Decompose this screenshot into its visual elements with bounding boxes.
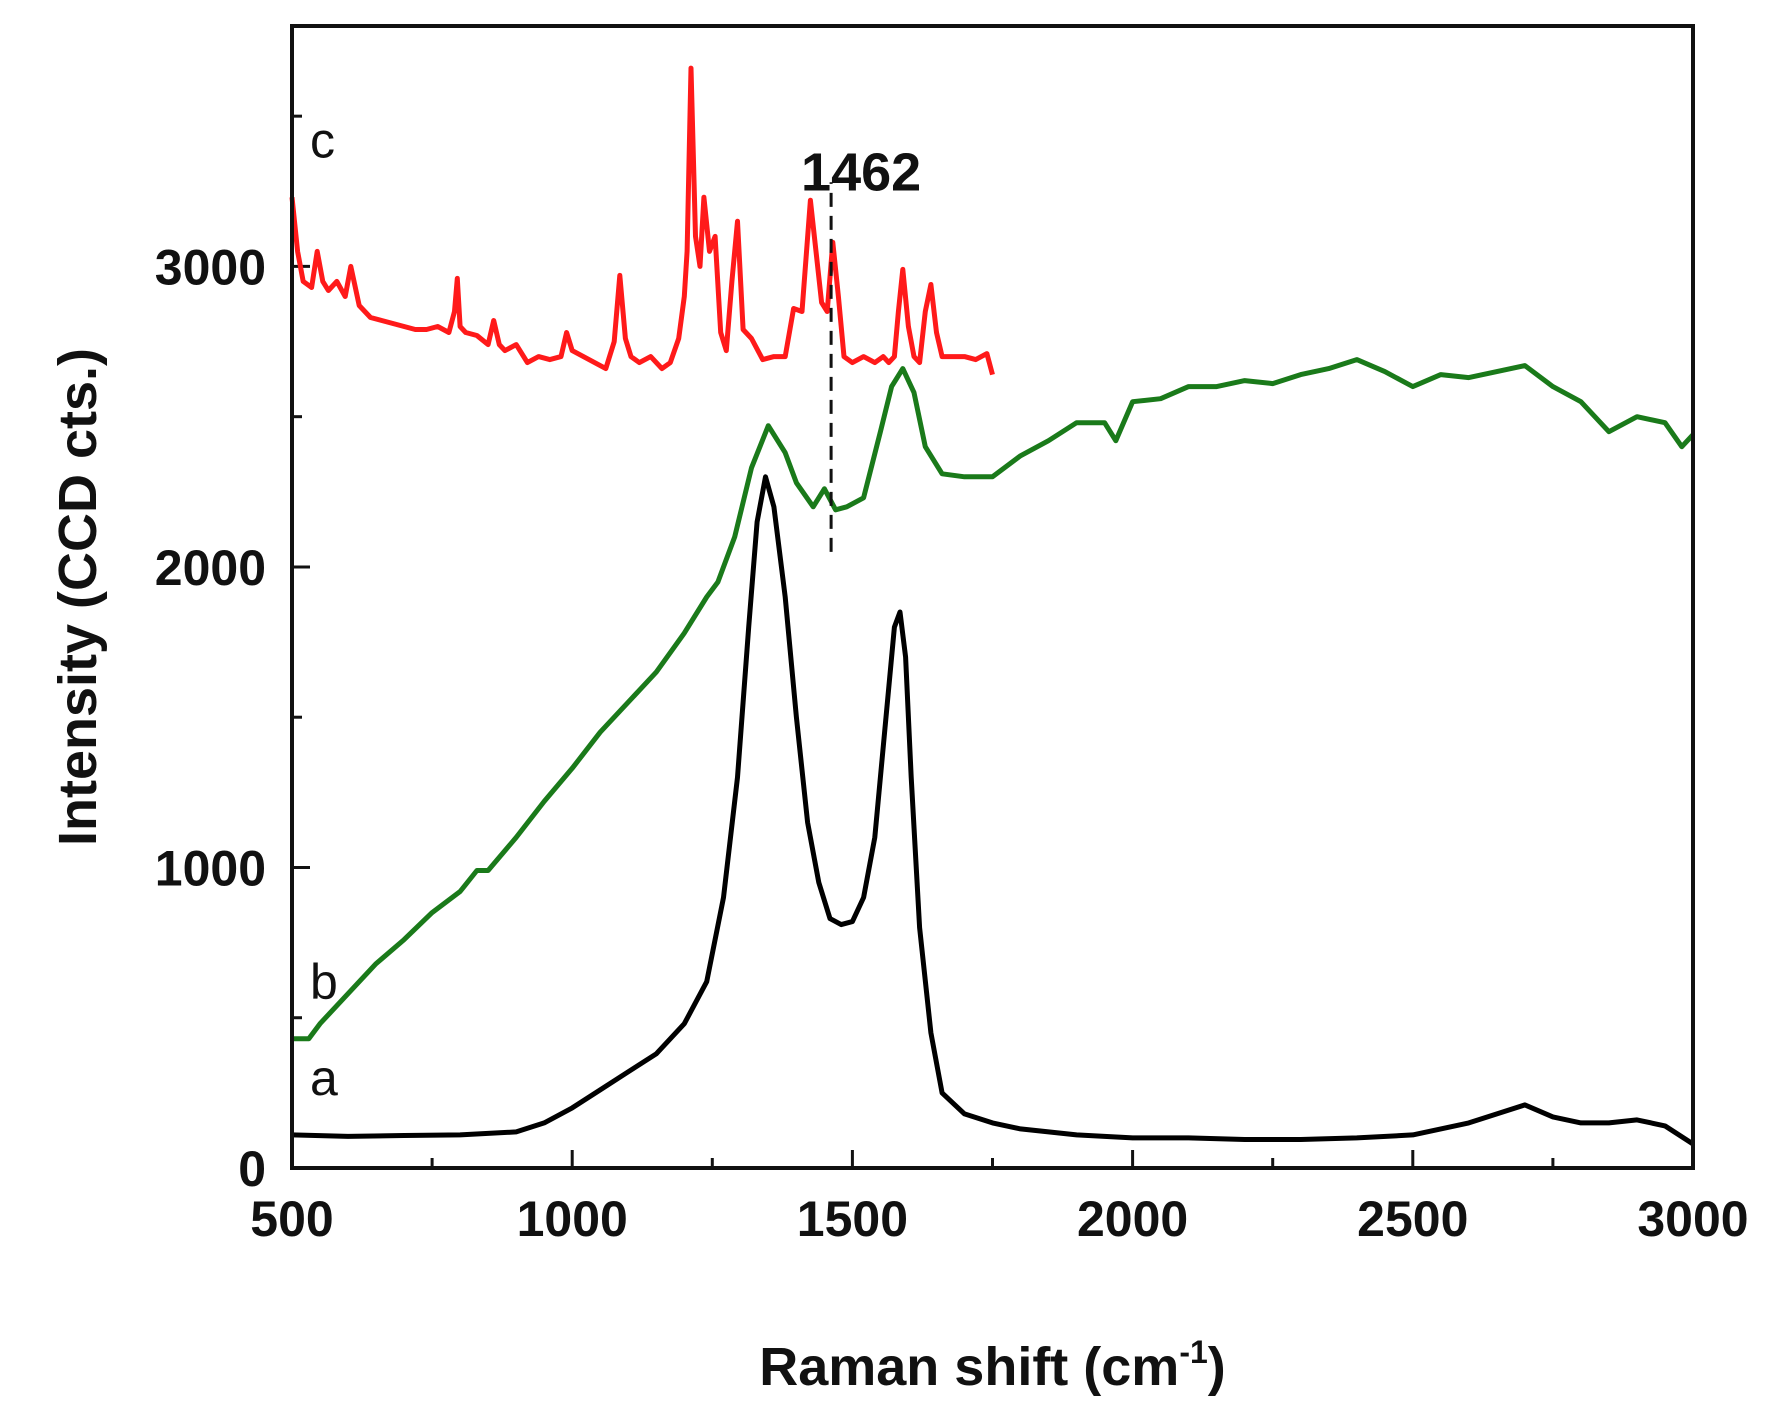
series-c-line — [289, 65, 995, 376]
x-tick-label: 2000 — [1077, 1191, 1188, 1247]
annotation-label: 1462 — [801, 142, 921, 202]
x-tick-label: 1000 — [517, 1191, 628, 1247]
y-tick-label: 0 — [238, 1141, 266, 1197]
series-b-line — [292, 357, 1695, 1042]
y-axis-title: Intensity (CCD cts.) — [48, 348, 108, 846]
y-tick-label: 1000 — [155, 840, 266, 896]
x-tick-label: 500 — [250, 1191, 333, 1247]
series-a-line — [291, 474, 1695, 1147]
series-a-label: a — [310, 1050, 338, 1106]
x-tick-label: 2500 — [1357, 1191, 1468, 1247]
series-b-label: b — [310, 954, 338, 1010]
series-c-label: c — [310, 112, 335, 168]
x-axis-title-close: ) — [1208, 1337, 1226, 1397]
x-axis-title: Raman shift (cm-1) — [759, 1334, 1226, 1397]
x-tick-label: 3000 — [1637, 1191, 1748, 1247]
x-axis-title-main: Raman shift (cm — [759, 1337, 1179, 1397]
y-tick-label: 3000 — [155, 239, 266, 295]
plot-frame — [290, 24, 1695, 1170]
x-axis-title-superscript: -1 — [1179, 1334, 1207, 1370]
y-tick-label: 2000 — [155, 540, 266, 596]
label-layer: 500 1000 1500 2000 2500 3000 0 1000 2000 3000 ab c 1… — [155, 112, 1749, 1247]
tick-layer — [290, 114, 1695, 1170]
x-tick-label: 1500 — [797, 1191, 908, 1247]
series-layer — [289, 65, 1695, 1147]
